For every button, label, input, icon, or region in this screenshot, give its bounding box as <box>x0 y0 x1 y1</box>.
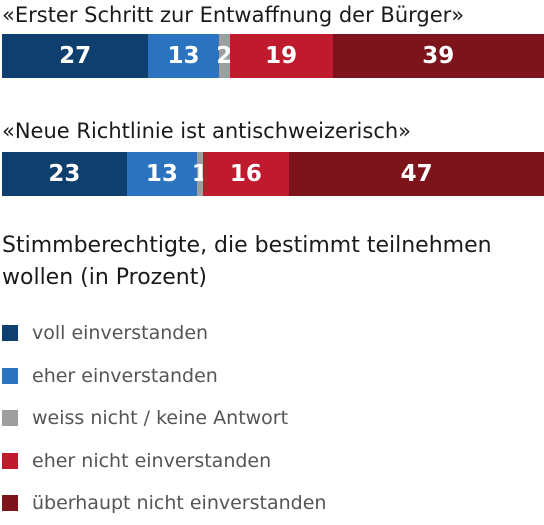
data-label: 39 <box>422 43 455 69</box>
bar-segment: 27 <box>2 34 149 78</box>
data-label: 16 <box>229 161 262 187</box>
legend-label: weiss nicht / keine Antwort <box>32 407 289 430</box>
legend-swatch <box>2 325 18 342</box>
data-label: 13 <box>167 43 200 69</box>
bar-segment: 23 <box>2 152 127 196</box>
data-label: 27 <box>59 43 92 69</box>
data-label: 2 <box>216 43 233 69</box>
legend-item: voll einverstanden <box>2 312 326 355</box>
legend-item: eher nicht einverstanden <box>2 440 326 483</box>
legend: voll einverstanden eher einverstanden weis… <box>2 312 326 525</box>
chart-title-1: «Neue Richtlinie ist antischweizerisch» <box>2 119 412 143</box>
stacked-bar-0: 27 13 2 19 39 <box>2 34 544 78</box>
data-label: 13 <box>145 161 178 187</box>
data-label: 23 <box>48 161 81 187</box>
data-label: 47 <box>400 161 433 187</box>
legend-label: eher einverstanden <box>32 364 218 387</box>
data-label: 19 <box>265 43 298 69</box>
bar-segment: 16 <box>202 152 290 196</box>
bar-segment: 13 <box>126 152 198 196</box>
stacked-bar-1: 23 13 1 16 47 <box>2 152 544 196</box>
legend-title: Stimmberechtigte, die bestimmt teilnehme… <box>2 233 492 290</box>
legend-swatch <box>2 367 18 384</box>
legend-label: voll einverstanden <box>32 322 209 345</box>
legend-swatch <box>2 452 18 469</box>
legend-item: überhaupt nicht einverstanden <box>2 482 326 525</box>
bar-segment: 2 <box>216 34 233 78</box>
legend-item: weiss nicht / keine Antwort <box>2 397 326 440</box>
bar-segment: 19 <box>229 34 333 78</box>
bar-segment: 47 <box>289 152 544 196</box>
bar-segment: 39 <box>332 34 544 78</box>
chart-title-0: «Erster Schritt zur Entwaffnung der Bürg… <box>2 3 465 27</box>
legend-swatch <box>2 495 18 512</box>
legend-label: überhaupt nicht einverstanden <box>32 492 327 515</box>
legend-swatch <box>2 410 18 427</box>
legend-item: eher einverstanden <box>2 355 326 398</box>
legend-label: eher nicht einverstanden <box>32 449 272 472</box>
bar-segment: 13 <box>148 34 219 78</box>
